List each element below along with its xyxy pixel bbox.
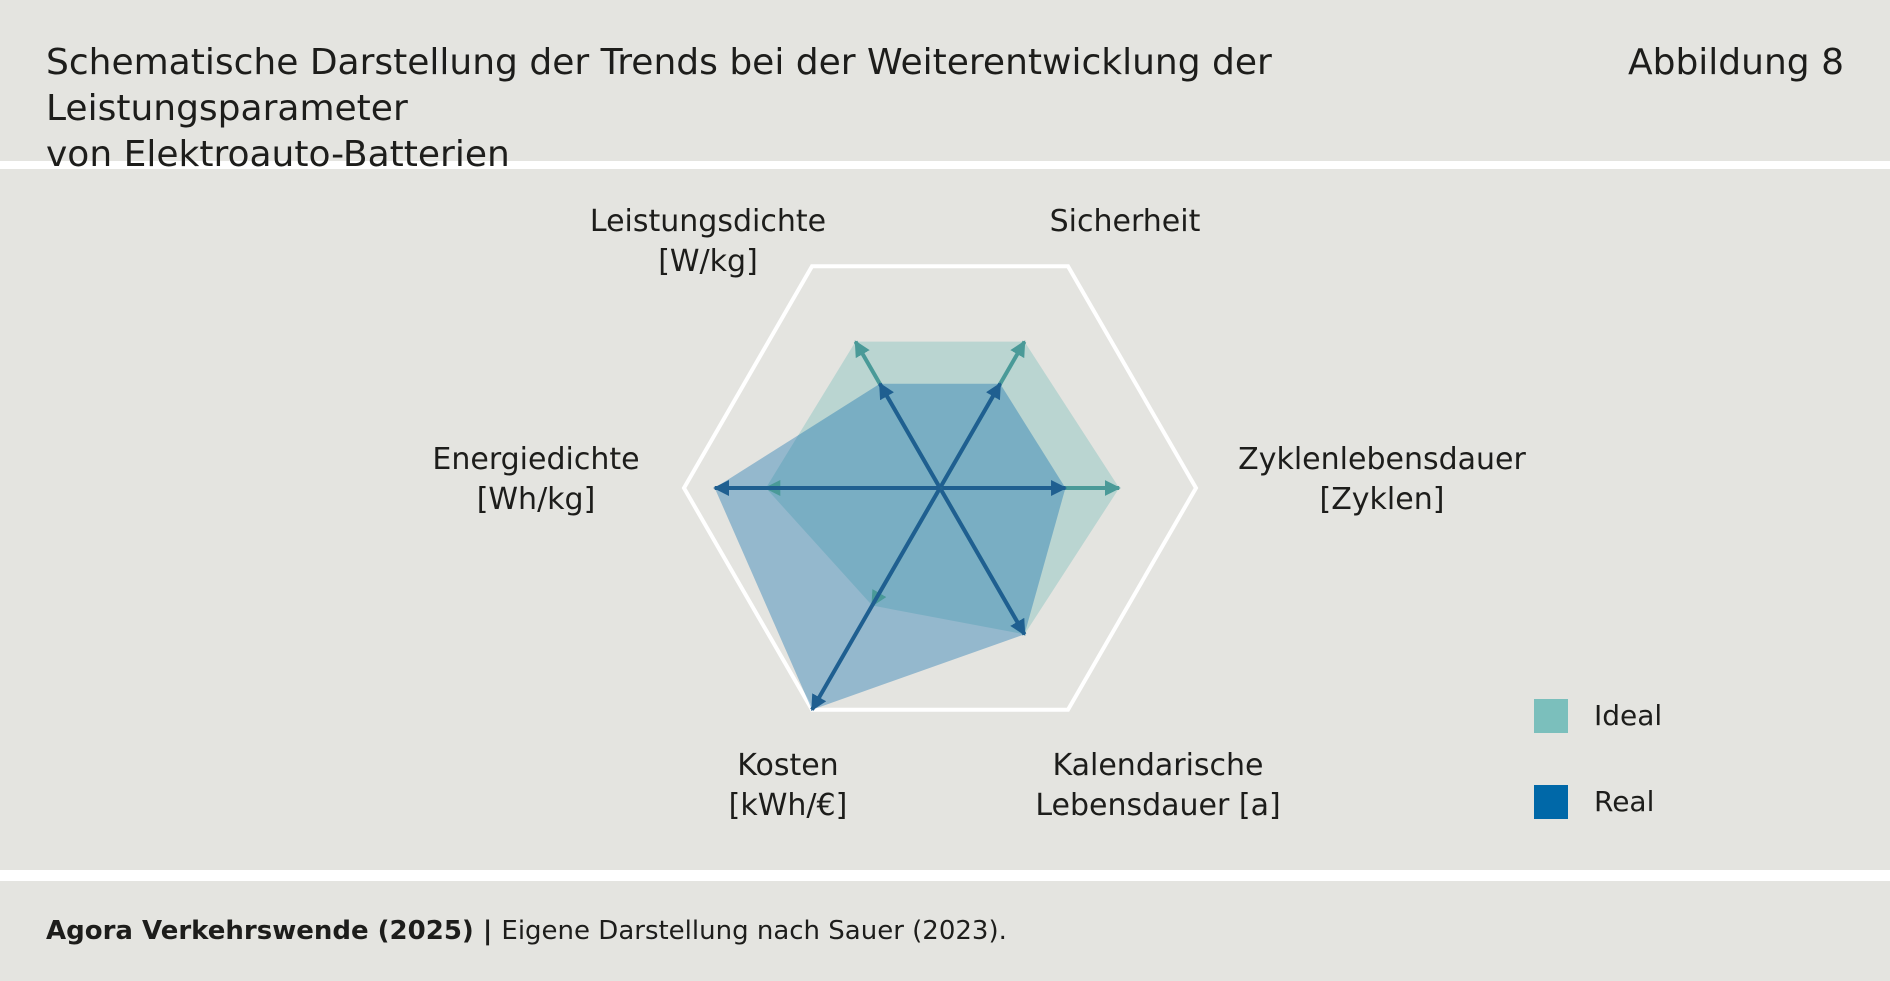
axis-label-line: [W/kg] [658, 244, 758, 279]
radar-grid [681, 264, 1199, 712]
chart-title: Schematische Darstellung der Trends bei … [46, 40, 1586, 178]
radar-chart: Leistungsdichte [W/kg] Sicherheit Zyklenleb… [432, 204, 1526, 823]
axis-label-line: Zyklenlebensdauer [1238, 442, 1526, 477]
source-text: Eigene Darstellung nach Sauer (2023). [501, 916, 1007, 946]
legend-label-real: Real [1594, 785, 1655, 818]
axis-label-line: Lebensdauer [a] [1035, 788, 1280, 823]
legend-item-real: Real [1534, 785, 1734, 819]
axis-labels: Leistungsdichte [W/kg] Sicherheit Zyklenleb… [432, 204, 1526, 823]
grid-hexagon [681, 264, 1199, 712]
axis-label-line: [kWh/€] [729, 788, 848, 823]
axis-label-line: [Wh/kg] [477, 482, 596, 517]
legend-swatch-ideal [1534, 699, 1568, 733]
source-note: Agora Verkehrswende (2025) | Eigene Dars… [46, 911, 1007, 951]
axis-label-line: [Zyklen] [1320, 482, 1445, 517]
axis-label: Sicherheit [1050, 204, 1201, 239]
axis-label-line: Sicherheit [1050, 204, 1201, 239]
axis-label: Energiedichte [Wh/kg] [432, 442, 639, 517]
axis-label: Leistungsdichte [W/kg] [590, 204, 826, 279]
source-separator: | [473, 916, 502, 946]
axis-label: Zyklenlebensdauer [Zyklen] [1238, 442, 1526, 517]
axis-line-real [938, 382, 1002, 489]
axis-label-line: Kosten [737, 748, 838, 783]
figure-label: Abbildung 8 [1627, 42, 1844, 83]
series-area-real [714, 383, 1066, 710]
axis-label-line: Kalendarische [1052, 748, 1263, 783]
legend-item-ideal: Ideal [1534, 699, 1734, 733]
axis-label-line: Energiedichte [432, 442, 639, 477]
legend-label-ideal: Ideal [1594, 699, 1663, 732]
header: Schematische Darstellung der Trends bei … [0, 0, 1890, 175]
axis-label: Kalendarische Lebensdauer [a] [1035, 748, 1280, 823]
radar-arrows [713, 340, 1121, 712]
axis-line-real [810, 487, 942, 712]
axis-line-real [878, 382, 942, 489]
source-author: Agora Verkehrswende (2025) [46, 916, 474, 946]
footer: Agora Verkehrswende (2025) | Eigene Dars… [0, 881, 1890, 981]
legend-swatch-real [1534, 785, 1568, 819]
chart-area: Leistungsdichte [W/kg] Sicherheit Zyklenleb… [0, 169, 1890, 870]
axis-label: Kosten [kWh/€] [729, 748, 848, 823]
axis-label-line: Leistungsdichte [590, 204, 826, 239]
axis-line-real [938, 487, 1027, 636]
chart-title-line-2: von Elektroauto-Batterien [46, 134, 510, 175]
chart-title-line-1: Schematische Darstellung der Trends bei … [46, 42, 1272, 129]
